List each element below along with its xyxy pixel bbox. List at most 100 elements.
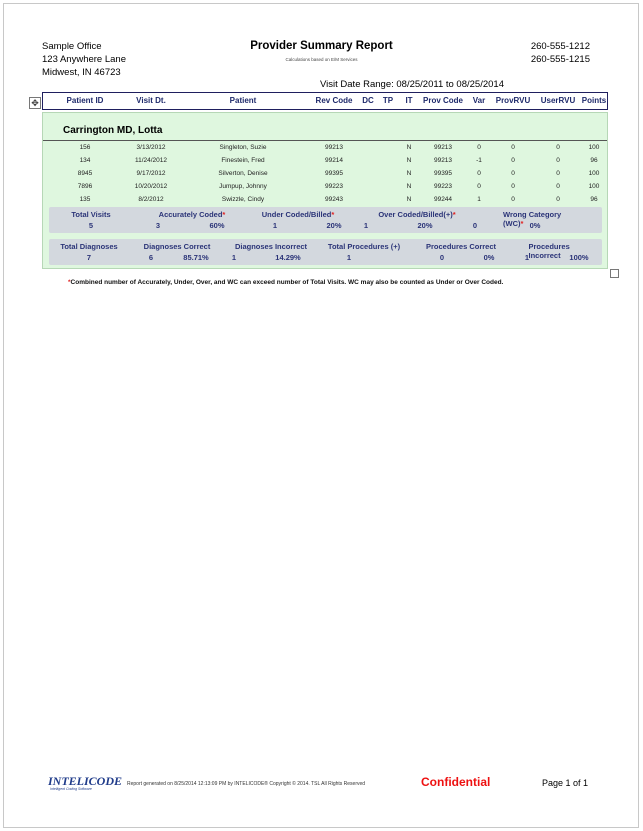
table-cell: 96 [590,196,598,203]
provider-divider [43,140,607,141]
table-cell: 8/2/2012 [138,196,164,203]
table-cell: Silverton, Denise [218,170,268,177]
table-cell: 0 [556,170,560,177]
table-row: 8945 9/17/2012 Silverton, Denise 99395 N 9939… [43,168,607,181]
total-visits-label: Total Visits [71,210,111,219]
diagnosis-summary-box: Total Diagnoses 7 Diagnoses Correct 6 85… [49,239,602,265]
table-cell: N [406,144,412,151]
table-cell: 100 [588,170,600,177]
confidential-label: Confidential [421,775,491,789]
column-header: ProvRVU [495,96,531,105]
table-row: 135 8/2/2012 Swizzle, Cindy 99243 N 99244 1 0 0 9… [43,194,607,207]
table-cell: N [406,183,412,190]
table-cell: N [406,157,412,164]
office-street: 123 Anywhere Lane [42,54,126,65]
table-cell: Jumpup, Johnny [219,183,267,190]
table-cell: 99213 [433,144,453,151]
total-diagnoses-label: Total Diagnoses [60,242,118,251]
diagnoses-incorrect-count: 1 [231,253,237,262]
table-cell: 156 [79,144,91,151]
table-move-handle-icon[interactable]: ✥ [29,97,41,109]
table-cell: Swizzle, Cindy [221,196,265,203]
table-cell: 0 [556,144,560,151]
table-cell: 7896 [77,183,93,190]
column-header: Rev Code [315,96,353,105]
footnote: *Combined number of Accurately, Under, O… [68,279,504,286]
table-cell: 0 [511,144,515,151]
date-range: Visit Date Range: 08/25/2011 to 08/25/20… [320,79,504,90]
table-cell: 99395 [324,170,344,177]
wrong-category-pct: 0% [529,221,541,230]
table-cell: 99223 [433,183,453,190]
column-header: UserRVU [540,96,576,105]
table-cell: Finestein, Fred [221,157,265,164]
table-cell: -1 [476,157,482,164]
table-cell: 100 [588,183,600,190]
table-cell: 99395 [433,170,453,177]
table-cell: 0 [511,170,515,177]
table-cell: 0 [511,183,515,190]
table-cell: 99223 [324,183,344,190]
accurately-coded-label: Accurately Coded* [158,210,226,219]
over-coded-count: 1 [363,221,369,230]
diagnoses-correct-label: Diagnoses Correct [143,242,211,251]
table-cell: 0 [477,144,481,151]
diagnoses-correct-count: 6 [148,253,154,262]
table-cell: 99243 [324,196,344,203]
column-header: Patient [229,96,257,105]
column-header: IT [405,96,413,105]
logo-tagline: Intelligent Coding Software [50,787,92,791]
table-cell: 0 [511,196,515,203]
table-cell: 0 [511,157,515,164]
table-cell: 3/13/2012 [136,144,166,151]
total-visits-value: 5 [88,221,94,230]
table-cell: 99214 [324,157,344,164]
office-phone-1: 260-555-1212 [530,41,590,52]
table-cell: 0 [477,183,481,190]
table-cell: 0 [477,170,481,177]
column-header: Points [581,96,607,105]
table-cell: 9/17/2012 [136,170,166,177]
table-cell: Singleton, Suzie [219,144,267,151]
table-cell: 8945 [77,170,93,177]
table-cell: 99213 [433,157,453,164]
table-row: 7896 10/20/2012 Jumpup, Johnny 99223 N 99223 0… [43,181,607,194]
page-border [3,3,639,828]
office-city: Midwest, IN 46723 [42,67,121,78]
table-cell: 0 [556,183,560,190]
column-header: Visit Dt. [136,96,166,105]
under-coded-label: Under Coded/Billed* [261,210,335,219]
total-procedures-label: Total Procedures (+) [327,242,401,251]
table-cell: 10/20/2012 [134,183,168,190]
over-coded-pct: 20% [417,221,433,230]
table-cell: 1 [477,196,481,203]
wrong-category-count: 0 [472,221,478,230]
total-diagnoses-value: 7 [86,253,92,262]
total-procedures-value: 1 [346,253,352,262]
table-cell: 135 [79,196,91,203]
table-cell: 96 [590,157,598,164]
office-phone-2: 260-555-1215 [530,54,590,65]
table-cell: 134 [79,157,91,164]
column-header: Prov Code [422,96,464,105]
over-coded-label: Over Coded/Billed(+)* [378,210,456,219]
procedures-correct-count: 0 [439,253,445,262]
procedures-correct-pct: 0% [483,253,495,262]
office-name: Sample Office [42,41,102,52]
diagnoses-incorrect-label: Diagnoses Incorrect [234,242,308,251]
generated-text: Report generated on 8/25/2014 12:13:09 P… [127,781,366,787]
column-header-row: Patient ID Visit Dt. Patient Rev Code DC TP IT… [42,92,608,110]
procedures-incorrect-count: 1 [524,253,530,262]
report-subtitle: Calculations based on E/M Services [285,57,358,62]
table-resize-handle[interactable] [610,269,619,278]
table-cell: 99244 [433,196,453,203]
table-cell: 0 [556,196,560,203]
table-cell: 99213 [324,144,344,151]
table-cell: 11/24/2012 [134,157,168,164]
accurately-coded-pct: 60% [209,221,225,230]
table-row: 134 11/24/2012 Finestein, Fred 99214 N 99213 -… [43,155,607,168]
provider-section: Carrington MD, Lotta 156 3/13/2012 Singlet… [42,112,608,269]
column-header: Var [472,96,486,105]
column-header: Patient ID [66,96,104,105]
